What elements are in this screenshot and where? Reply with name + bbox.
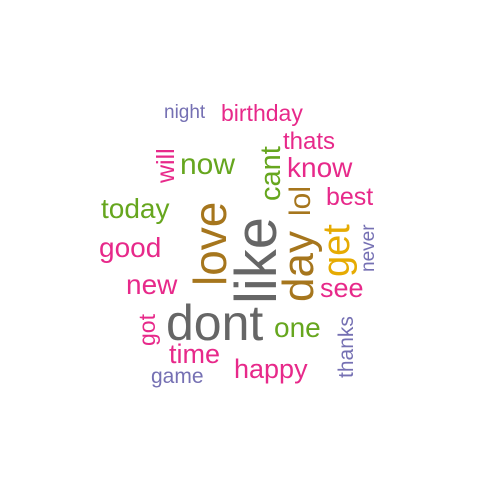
word-thats: thats xyxy=(283,128,336,155)
word-got: got xyxy=(134,314,160,346)
word-good: good xyxy=(99,232,162,263)
word-will: will xyxy=(152,148,180,183)
word-happy: happy xyxy=(234,354,308,384)
word-day: day xyxy=(274,231,323,302)
word-night: night xyxy=(164,102,206,123)
word-know: know xyxy=(287,152,353,183)
word-now: now xyxy=(180,148,236,181)
word-get: get xyxy=(316,224,358,277)
word-never: never xyxy=(358,224,379,272)
word-game: game xyxy=(151,365,204,388)
word-thanks: thanks xyxy=(335,316,358,378)
word-one: one xyxy=(274,312,321,343)
word-lol: lol xyxy=(284,185,317,216)
word-dont: dont xyxy=(166,295,264,351)
word-today: today xyxy=(101,193,170,224)
word-love: love xyxy=(184,201,236,286)
word-cant: cant xyxy=(255,146,287,201)
word-new: new xyxy=(126,269,178,300)
word-best: best xyxy=(326,183,374,211)
word-birthday: birthday xyxy=(221,100,303,126)
word-see: see xyxy=(320,273,364,303)
word-time: time xyxy=(169,339,221,369)
